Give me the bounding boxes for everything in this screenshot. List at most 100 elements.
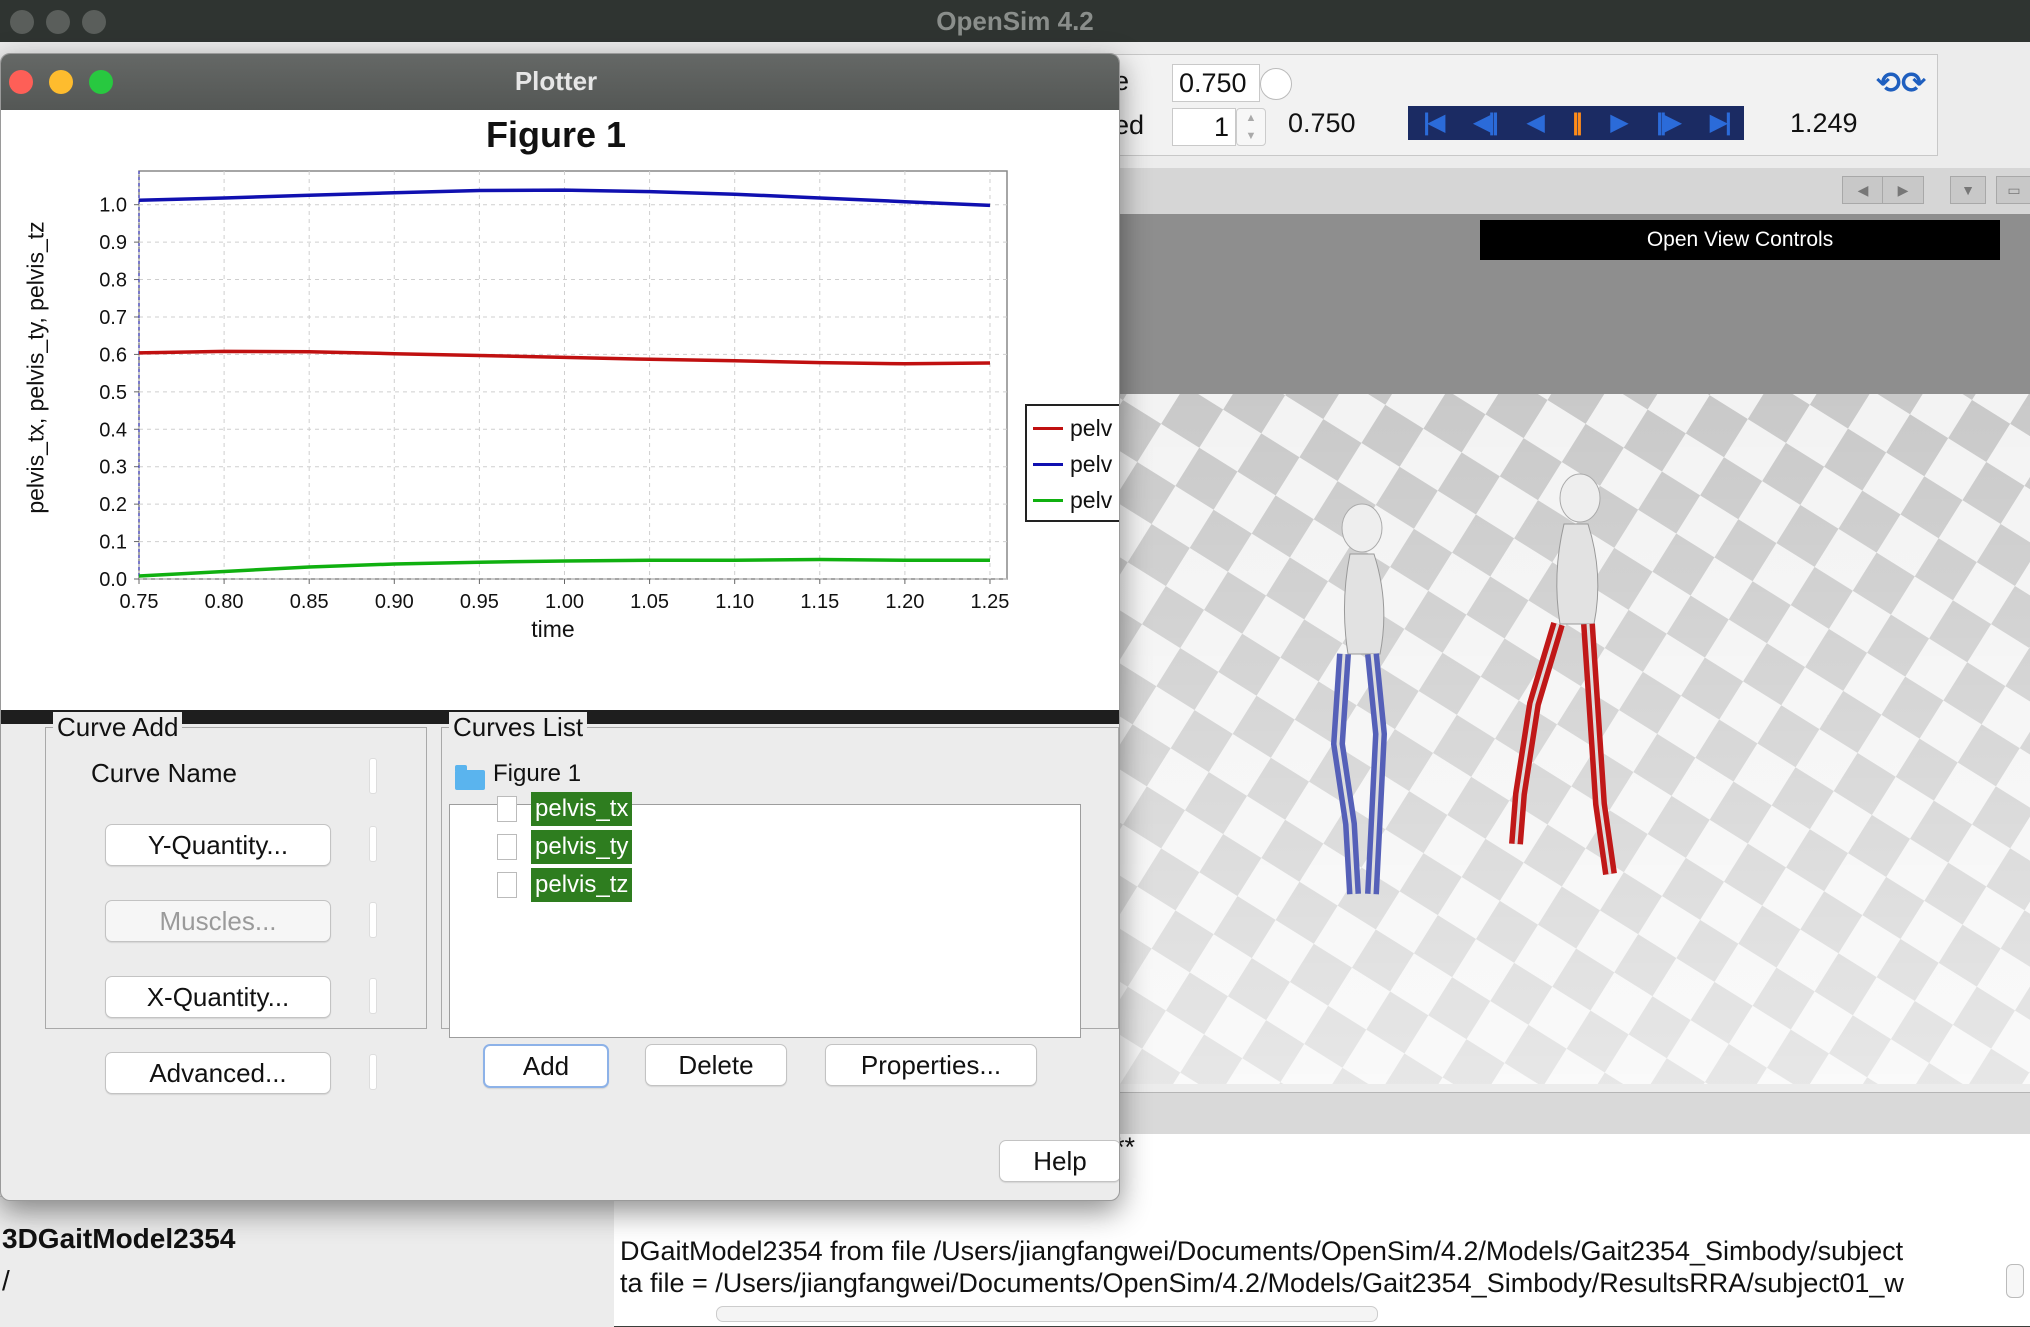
y-quantity-field[interactable] <box>369 826 377 862</box>
x-tick-label: 0.95 <box>460 591 499 613</box>
x-quantity-field[interactable] <box>369 978 377 1014</box>
y-tick-label: 1.0 <box>99 195 127 217</box>
advanced-field[interactable] <box>369 1054 377 1090</box>
x-tick-label: 1.10 <box>715 591 754 613</box>
scroll-right-icon[interactable]: ▶ <box>1882 176 1924 204</box>
properties-button[interactable]: Properties... <box>825 1044 1037 1086</box>
axis-ticks: 0.75 0.80 0.85 0.90 0.95 1.00 1.05 1.10 1.15 1.20… <box>99 195 1009 613</box>
play-backward-icon[interactable]: ◀ <box>1526 109 1545 136</box>
legend-label: pelv <box>1070 486 1113 513</box>
console-vertical-scrollbar[interactable] <box>2006 1264 2024 1298</box>
y-tick-label: 0.7 <box>99 307 127 329</box>
legend-label: pelv <box>1070 414 1113 441</box>
time-field[interactable]: 0.750 <box>1172 64 1260 102</box>
x-tick-label: 1.05 <box>630 591 669 613</box>
series-line-1 <box>138 188 991 208</box>
console-header <box>1080 1092 2030 1135</box>
maximize-icon[interactable]: ▭ <box>1996 176 2030 204</box>
y-tick-label: 0.9 <box>99 232 127 254</box>
legend-swatch-blue <box>1033 462 1063 466</box>
skeleton-model-red <box>1509 473 1617 875</box>
legend-swatch-green <box>1033 498 1063 502</box>
play-icon[interactable]: ▶ <box>1610 109 1629 136</box>
close-window-icon[interactable] <box>10 10 34 34</box>
close-icon[interactable] <box>9 70 33 94</box>
minimize-window-icon[interactable] <box>46 10 70 34</box>
x-tick-label: 0.75 <box>120 591 159 613</box>
last-frame-icon[interactable]: ▶| <box>1709 109 1732 136</box>
y-tick-label: 0.5 <box>99 382 127 404</box>
curve-name-label: Curve Name <box>91 758 237 788</box>
3d-viewport[interactable] <box>1080 214 2030 1084</box>
plotter-titlebar: Plotter <box>1 54 1119 111</box>
playback-controls: |◀ ◀|| ◀ || ▶ ||▶ ▶| <box>1408 106 1744 140</box>
legend-label: pelv <box>1070 450 1113 477</box>
main-window-title: OpenSim 4.2 <box>936 6 1094 36</box>
navigator-model-name[interactable]: 3DGaitModel2354 <box>2 1223 236 1254</box>
series-line-2 <box>138 557 990 578</box>
delete-button[interactable]: Delete <box>645 1044 787 1086</box>
first-frame-icon[interactable]: |◀ <box>1423 109 1445 136</box>
dropdown-icon[interactable]: ▼ <box>1950 176 1986 204</box>
navigator-panel: 3DGaitModel2354 / <box>0 1196 614 1327</box>
legend-item-blue: pelv <box>1033 450 1112 478</box>
tree-curve-pelvis-ty[interactable]: pelvis_ty <box>531 830 633 864</box>
y-tick-label: 0.3 <box>99 457 127 479</box>
curve-name-field[interactable] <box>369 758 377 794</box>
tree-figure-node[interactable]: Figure 1 <box>493 760 582 787</box>
advanced-button[interactable]: Advanced... <box>105 1052 331 1094</box>
console-horizontal-scrollbar[interactable] <box>716 1306 1378 1322</box>
pause-icon[interactable]: || <box>1572 109 1583 136</box>
step-forward-icon[interactable]: ||▶ <box>1656 109 1682 136</box>
main-window-titlebar: OpenSim 4.2 <box>0 0 2030 42</box>
line-chart: 0.75 0.80 0.85 0.90 0.95 1.00 1.05 1.10 1.15 1.20… <box>99 170 1009 642</box>
skeleton-model-blue <box>1330 503 1388 895</box>
add-button[interactable]: Add <box>483 1044 609 1088</box>
navigator-path: / <box>2 1265 10 1296</box>
zoom-window-icon[interactable] <box>82 10 106 34</box>
x-tick-label: 1.15 <box>800 591 839 613</box>
legend-swatch-red <box>1033 426 1063 430</box>
x-tick-label: 1.25 <box>971 591 1010 613</box>
series-lines <box>138 171 991 579</box>
console-line-1: DGaitModel2354 from file /Users/jiangfan… <box>620 1236 1904 1266</box>
plotter-title: Plotter <box>514 66 598 96</box>
console-line-2: ta file = /Users/jiangfangwei/Documents/… <box>620 1268 1904 1298</box>
folder-icon <box>455 765 485 790</box>
x-tick-label: 1.00 <box>545 591 584 613</box>
help-button[interactable]: Help <box>999 1140 1119 1182</box>
y-tick-label: 0.0 <box>99 569 127 591</box>
loop-icon[interactable]: ⟲⟳ <box>1876 67 1927 100</box>
zoom-icon[interactable] <box>89 70 113 94</box>
muscles-button[interactable]: Muscles... <box>105 900 331 942</box>
current-time-value: 0.750 <box>1288 108 1356 138</box>
legend-item-red: pelv <box>1033 414 1112 442</box>
speed-field[interactable]: 1 <box>1172 108 1236 146</box>
series-line-0 <box>138 349 991 366</box>
speed-stepper[interactable]: ▲ ▼ <box>1236 108 1266 146</box>
y-tick-label: 0.2 <box>99 494 127 516</box>
scroll-left-icon[interactable]: ◀ <box>1842 176 1884 204</box>
open-view-controls-button[interactable]: Open View Controls <box>1480 220 2000 260</box>
figure-title: Figure 1 <box>485 114 627 155</box>
checker-floor <box>1080 394 2030 1084</box>
legend: pelv pelv pelv <box>1025 404 1119 522</box>
tree-curve-pelvis-tx[interactable]: pelvis_tx <box>531 792 633 826</box>
tree-curve-pelvis-tz[interactable]: pelvis_tz <box>531 868 633 902</box>
x-quantity-button[interactable]: X-Quantity... <box>105 976 331 1018</box>
y-tick-label: 0.1 <box>99 532 127 554</box>
x-tick-label: 1.20 <box>885 591 924 613</box>
file-icon <box>497 834 517 860</box>
step-back-icon[interactable]: ◀|| <box>1472 109 1499 136</box>
curve-add-title: Curve Add <box>53 712 183 743</box>
y-quantity-button[interactable]: Y-Quantity... <box>105 824 331 866</box>
curve-add-group <box>45 727 427 1029</box>
x-tick-label: 0.90 <box>375 591 414 613</box>
y-tick-label: 0.4 <box>99 419 127 441</box>
plotter-dialog: Plotter Figure 1 pelvis_tx, pelvis_ty, p… <box>0 53 1120 1201</box>
time-slider-knob[interactable] <box>1260 68 1292 100</box>
muscles-field[interactable] <box>369 902 377 938</box>
minimize-icon[interactable] <box>49 70 73 94</box>
plot-frame <box>138 170 1008 580</box>
end-time-value: 1.249 <box>1790 108 1858 138</box>
